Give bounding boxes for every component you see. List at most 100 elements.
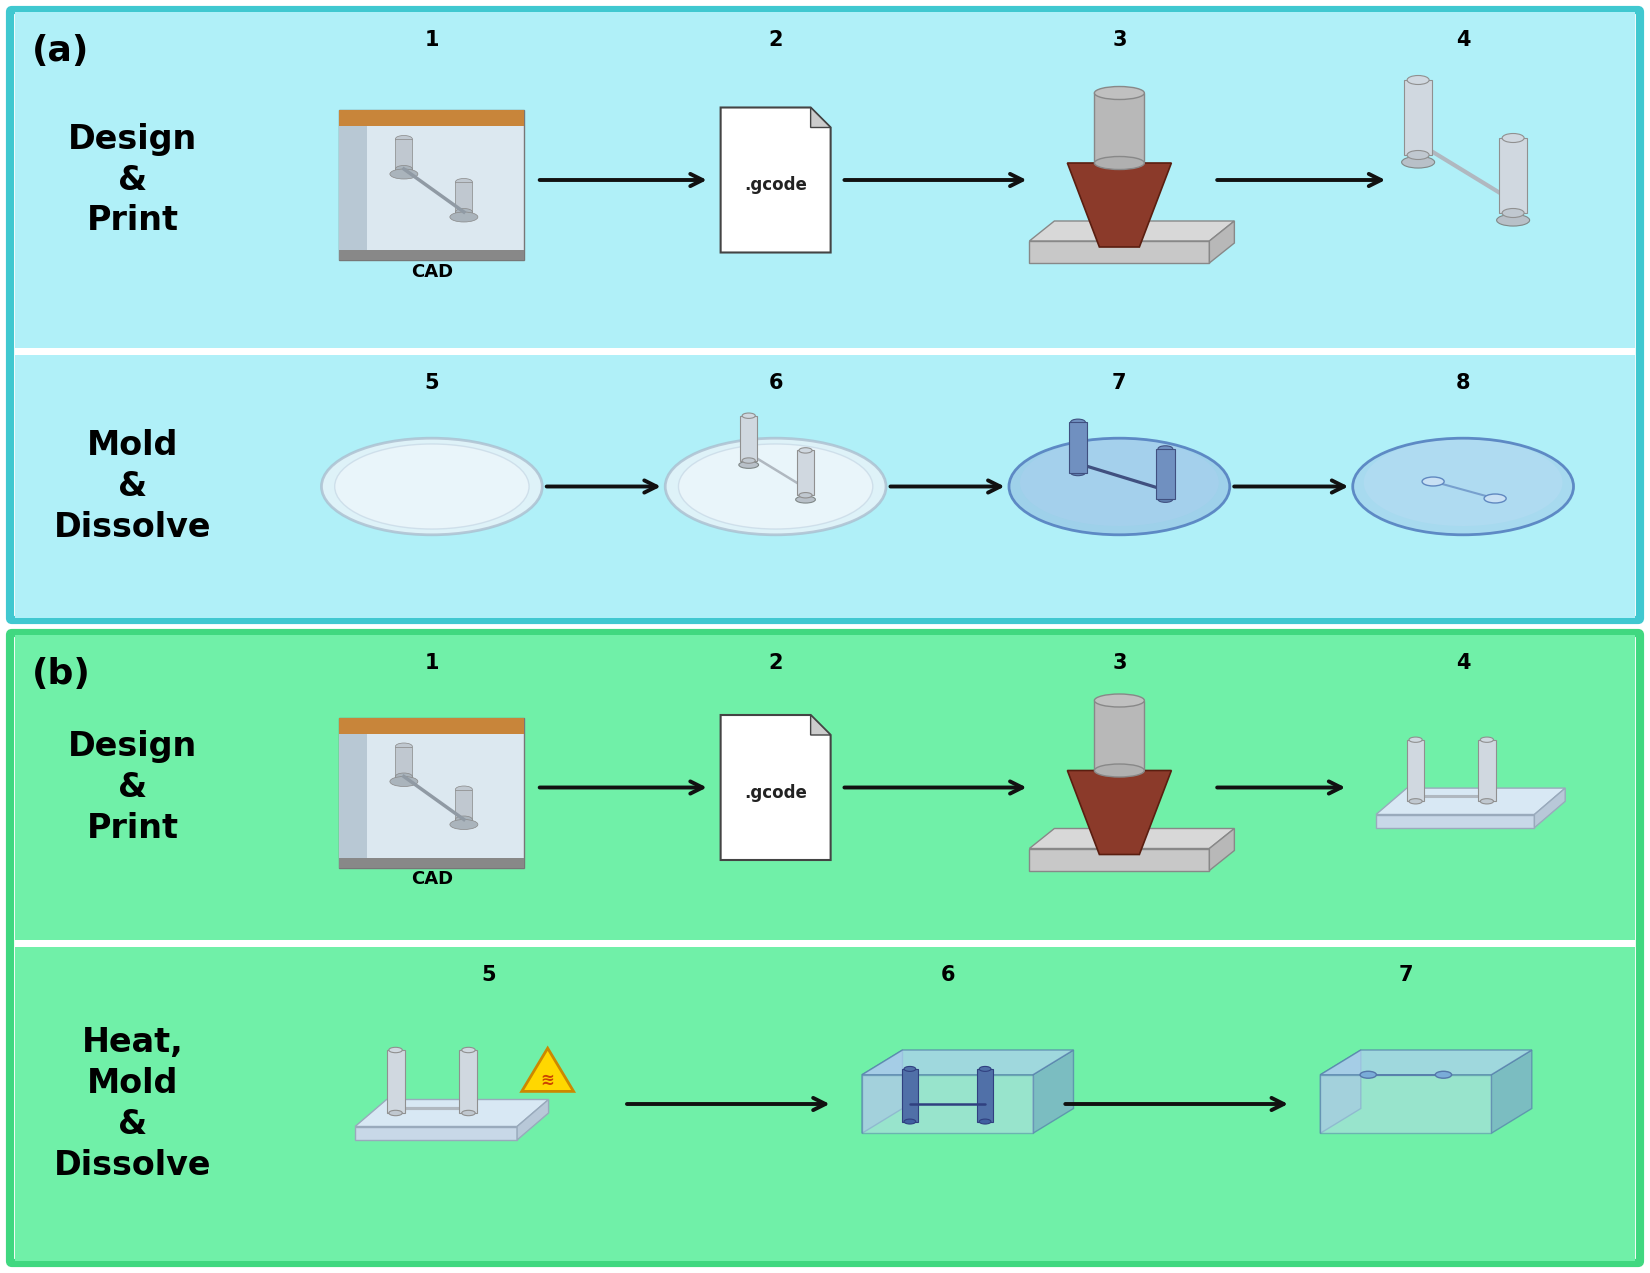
Ellipse shape [1436, 1072, 1452, 1078]
Ellipse shape [455, 209, 472, 215]
Polygon shape [810, 107, 830, 127]
Bar [977, 1069, 993, 1122]
Bar [15, 11, 1635, 348]
Ellipse shape [1502, 134, 1525, 143]
Ellipse shape [396, 165, 412, 173]
Bar [340, 733, 368, 858]
Ellipse shape [396, 773, 412, 780]
Text: 4: 4 [1455, 31, 1470, 50]
Polygon shape [861, 1050, 1074, 1074]
Ellipse shape [1483, 494, 1506, 503]
Ellipse shape [1365, 439, 1563, 526]
Text: Design
&
Print: Design & Print [68, 731, 196, 845]
Ellipse shape [389, 169, 417, 179]
Bar [1094, 700, 1145, 770]
Ellipse shape [1158, 496, 1173, 503]
Bar [1094, 93, 1145, 163]
Text: 1: 1 [424, 653, 439, 673]
Ellipse shape [742, 458, 756, 463]
Polygon shape [1376, 788, 1566, 815]
Ellipse shape [1360, 1072, 1376, 1078]
Ellipse shape [396, 135, 412, 143]
Ellipse shape [335, 444, 530, 530]
Text: CAD: CAD [411, 264, 454, 281]
Bar [903, 1069, 917, 1122]
Bar [15, 635, 1635, 939]
Ellipse shape [904, 1067, 916, 1072]
Ellipse shape [1401, 157, 1434, 168]
Bar [12, 11, 1638, 617]
Ellipse shape [1480, 737, 1493, 742]
Bar [1069, 423, 1087, 472]
Ellipse shape [322, 438, 543, 535]
Bar [455, 182, 472, 213]
Bar [1478, 740, 1495, 801]
Bar [12, 635, 1638, 1262]
Text: Heat,
Mold
&
Dissolve: Heat, Mold & Dissolve [54, 1026, 211, 1181]
Bar [15, 947, 251, 1262]
Text: (b): (b) [31, 657, 91, 691]
Ellipse shape [1094, 764, 1145, 777]
Text: .gcode: .gcode [744, 783, 807, 802]
Polygon shape [516, 1100, 548, 1141]
Ellipse shape [1020, 439, 1219, 526]
Ellipse shape [1094, 157, 1145, 169]
Bar [1500, 137, 1528, 213]
Ellipse shape [450, 820, 478, 830]
Bar [15, 11, 251, 348]
Text: Mold
&
Dissolve: Mold & Dissolve [54, 429, 211, 544]
Bar [15, 355, 251, 617]
Ellipse shape [462, 1048, 475, 1053]
Polygon shape [721, 107, 830, 252]
Ellipse shape [739, 461, 759, 468]
Bar [340, 126, 368, 250]
Ellipse shape [1094, 694, 1145, 707]
Bar [797, 451, 813, 495]
Polygon shape [521, 1048, 574, 1091]
Text: (a): (a) [31, 34, 89, 67]
Polygon shape [1209, 222, 1234, 264]
Ellipse shape [1422, 477, 1444, 486]
Ellipse shape [1409, 737, 1422, 742]
Ellipse shape [455, 816, 472, 824]
Text: 6: 6 [940, 965, 955, 985]
Bar [340, 109, 525, 260]
Polygon shape [1209, 829, 1234, 871]
Bar [1407, 740, 1424, 801]
Ellipse shape [742, 412, 756, 419]
Text: 2: 2 [769, 31, 782, 50]
Ellipse shape [978, 1119, 992, 1124]
Text: 1: 1 [424, 31, 439, 50]
Ellipse shape [396, 743, 412, 750]
Polygon shape [1320, 1050, 1361, 1133]
Bar [340, 858, 525, 867]
Ellipse shape [1502, 209, 1525, 218]
Ellipse shape [1353, 438, 1574, 535]
Ellipse shape [455, 178, 472, 186]
Bar [455, 789, 472, 820]
Polygon shape [1030, 849, 1209, 871]
Bar [340, 718, 525, 733]
Bar [340, 109, 525, 126]
Ellipse shape [389, 1110, 403, 1115]
Text: 7: 7 [1399, 965, 1412, 985]
Polygon shape [1320, 1074, 1492, 1133]
Text: 7: 7 [1112, 373, 1127, 393]
Polygon shape [1033, 1050, 1074, 1133]
Text: 5: 5 [424, 373, 439, 393]
Text: Design
&
Print: Design & Print [68, 122, 196, 237]
Ellipse shape [799, 448, 812, 453]
Polygon shape [355, 1127, 516, 1141]
Ellipse shape [450, 213, 478, 222]
Text: ≋: ≋ [541, 1071, 554, 1088]
Ellipse shape [1071, 419, 1086, 425]
Bar [15, 947, 1635, 1262]
Text: .gcode: .gcode [744, 176, 807, 193]
Ellipse shape [389, 1048, 403, 1053]
Bar [15, 635, 251, 939]
Polygon shape [810, 715, 830, 735]
Bar [459, 1050, 477, 1113]
Polygon shape [1030, 222, 1234, 241]
Polygon shape [1376, 815, 1534, 827]
Polygon shape [861, 1050, 903, 1133]
